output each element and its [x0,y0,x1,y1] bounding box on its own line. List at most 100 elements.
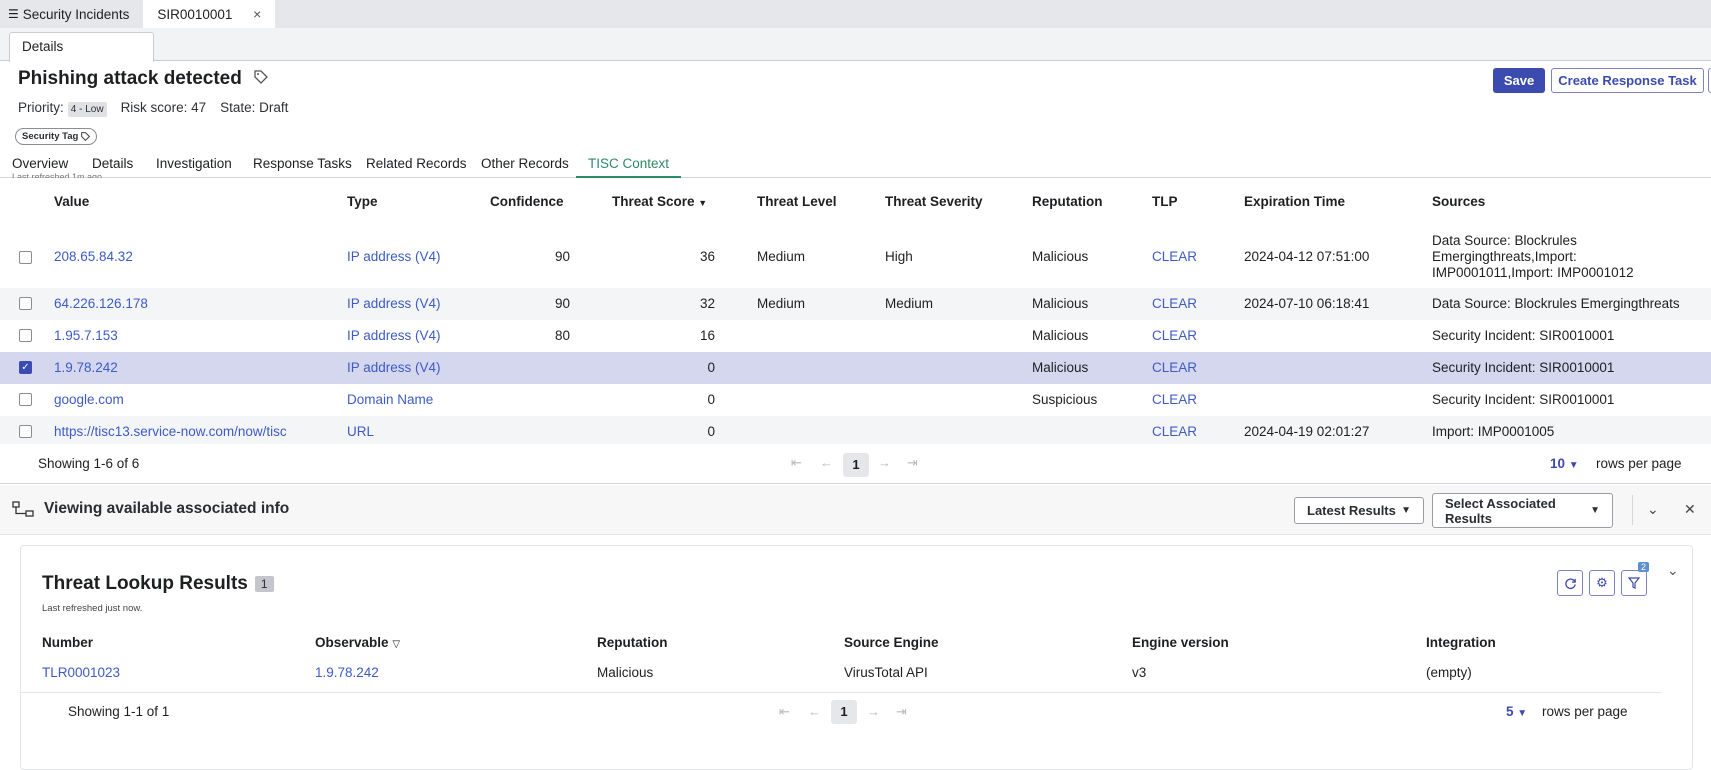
observable-type-link[interactable]: IP address (V4) [347,296,441,311]
latest-results-dropdown[interactable]: Latest Results ▼ [1294,497,1424,524]
table-row[interactable]: 1.95.7.153 IP address (V4) 80 16 Malicio… [0,320,1711,352]
table-row[interactable]: google.com Domain Name 0 Suspicious CLEA… [0,384,1711,416]
table-row[interactable]: 64.226.126.178 IP address (V4) 90 32 Med… [0,288,1711,320]
save-button[interactable]: Save [1493,68,1545,93]
next-page-icon[interactable]: → [867,704,880,719]
table-row[interactable]: https://tisc13.service-now.com/now/tisc … [0,416,1711,444]
prev-page-icon[interactable]: ← [808,704,821,719]
column-header[interactable]: Number [42,635,94,650]
caret-down-icon: ▼ [1568,460,1579,471]
observable-type-link[interactable]: Domain Name [347,392,434,407]
more-actions-button[interactable] [1708,68,1711,93]
count-badge: 1 [254,576,274,592]
close-icon[interactable]: × [253,6,262,22]
last-page-icon[interactable]: ⇥ [907,455,918,470]
caret-down-icon: ▼ [1517,708,1528,719]
first-page-icon[interactable]: ⇤ [779,704,790,719]
close-icon[interactable]: ✕ [1684,501,1696,517]
column-header[interactable]: Threat Severity [885,194,983,209]
sources-cell: Import: IMP0001005 [1432,424,1555,439]
tlp-link[interactable]: CLEAR [1152,424,1198,439]
last-page-icon[interactable]: ⇥ [896,704,907,719]
row-checkbox[interactable] [19,251,32,264]
threat-severity-cell: Medium [885,296,934,311]
tag-icon[interactable] [254,68,268,90]
observable-type-link[interactable]: URL [347,424,375,439]
window-tab-record[interactable]: SIR0010001 × [143,0,276,28]
settings-button[interactable]: ⚙ [1589,570,1615,596]
threat-score-cell: 16 [699,328,715,343]
lookup-number-link[interactable]: TLR0001023 [42,665,121,680]
tlp-link[interactable]: CLEAR [1152,392,1198,407]
observable-value-link[interactable]: 64.226.126.178 [54,296,148,311]
column-header[interactable]: Threat Level [757,194,837,209]
list-menu-icon: ☰ [8,7,19,21]
observable-type-link[interactable]: IP address (V4) [347,360,441,375]
observable-value-link[interactable]: https://tisc13.service-now.com/now/tisc [54,424,287,439]
column-header[interactable]: Reputation [597,635,668,650]
observable-type-link[interactable]: IP address (V4) [347,328,441,343]
next-page-icon[interactable]: → [878,455,891,470]
tlp-link[interactable]: CLEAR [1152,328,1198,343]
tlp-link[interactable]: CLEAR [1152,249,1198,264]
column-header[interactable]: Source Engine [844,635,939,650]
sub-tab-details[interactable]: Details [9,32,154,62]
chevron-down-icon[interactable]: ⌄ [1647,501,1659,517]
current-page-button[interactable]: 1 [843,453,869,477]
create-response-task-button[interactable]: Create Response Task [1551,68,1704,93]
engine-version-cell: v3 [1132,665,1147,680]
table-row-selected[interactable]: ✓ 1.9.78.242 IP address (V4) 0 Malicious… [0,352,1711,384]
select-associated-results-dropdown[interactable]: Select Associated Results ▼ [1432,493,1613,528]
row-checkbox[interactable] [19,393,32,406]
column-header[interactable]: Value [54,194,90,209]
tab-other-records[interactable]: Other Records [481,156,569,171]
tab-related-records[interactable]: Related Records [366,156,467,171]
chevron-down-icon[interactable]: ⌄ [1667,562,1679,578]
observable-value-link[interactable]: google.com [54,392,124,407]
tab-investigation[interactable]: Investigation [156,156,232,171]
observable-value-link[interactable]: 208.65.84.32 [54,249,133,264]
observables-pagination: Showing 1-6 of 6 ⇤ ← 1 → ⇥ 10 ▼ rows per… [0,446,1711,484]
observable-value-link[interactable]: 1.95.7.153 [54,328,118,343]
prev-page-icon[interactable]: ← [820,455,833,470]
tlp-link[interactable]: CLEAR [1152,360,1198,375]
first-page-icon[interactable]: ⇤ [791,455,802,470]
refresh-button[interactable] [1557,570,1583,596]
tlp-link[interactable]: CLEAR [1152,296,1198,311]
column-header[interactable]: Engine version [1132,635,1229,650]
security-tag-pill[interactable]: Security Tag [15,128,98,145]
confidence-cell: 90 [554,249,570,264]
column-header[interactable]: Integration [1426,635,1496,650]
window-tab-security-incidents[interactable]: ☰ Security Incidents [0,0,144,28]
filter-button[interactable] [1621,570,1647,596]
expiration-cell: 2024-04-12 07:51:00 [1244,249,1370,264]
lookup-observable-link[interactable]: 1.9.78.242 [315,665,379,680]
column-header[interactable]: TLP [1152,194,1178,209]
tab-details[interactable]: Details [92,156,134,171]
rows-per-page-label: rows per page [1542,704,1628,719]
column-header-filtered[interactable]: Observable ▽ [315,635,401,650]
current-page-button[interactable]: 1 [831,700,857,724]
table-row[interactable]: 208.65.84.32 IP address (V4) 90 36 Mediu… [0,226,1711,288]
rows-per-page-select[interactable]: 5 ▼ [1506,704,1528,719]
column-header[interactable]: Sources [1432,194,1486,209]
tab-response-tasks[interactable]: Response Tasks [253,156,352,171]
record-meta: Priority: 4 - Low Risk score: 47 State: D… [18,100,288,117]
observable-value-link[interactable]: 1.9.78.242 [54,360,118,375]
tab-overview[interactable]: Overview [12,156,69,171]
hierarchy-icon [12,501,34,517]
tab-tisc-context[interactable]: TISC Context [576,156,682,178]
column-header[interactable]: Type [347,194,378,209]
rows-per-page-select[interactable]: 10 ▼ [1550,456,1579,471]
row-checkbox[interactable] [19,297,32,310]
column-header-sorted[interactable]: Threat Score ▼ [612,194,708,209]
row-checkbox-checked[interactable]: ✓ [19,361,32,374]
row-checkbox[interactable] [19,329,32,342]
row-checkbox[interactable] [19,425,32,438]
divider [1632,495,1633,525]
column-header[interactable]: Reputation [1032,194,1103,209]
observable-type-link[interactable]: IP address (V4) [347,249,441,264]
column-header[interactable]: Confidence [490,194,564,209]
column-header[interactable]: Expiration Time [1244,194,1346,209]
last-refreshed-text: Last refreshed just now. [42,603,143,614]
